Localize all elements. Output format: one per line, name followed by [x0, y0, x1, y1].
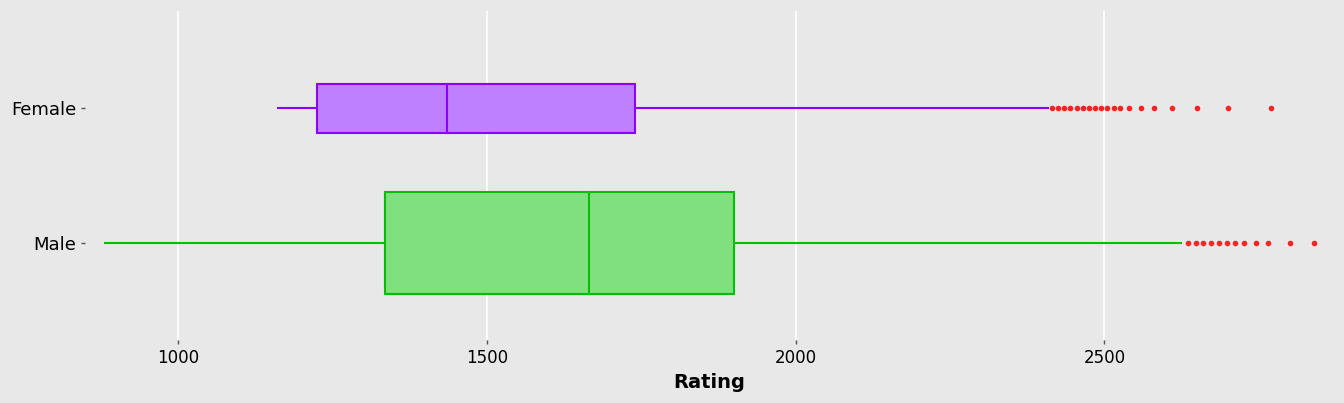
Bar [317, 84, 634, 133]
X-axis label: Rating: Rating [673, 373, 745, 392]
Bar [384, 192, 734, 295]
